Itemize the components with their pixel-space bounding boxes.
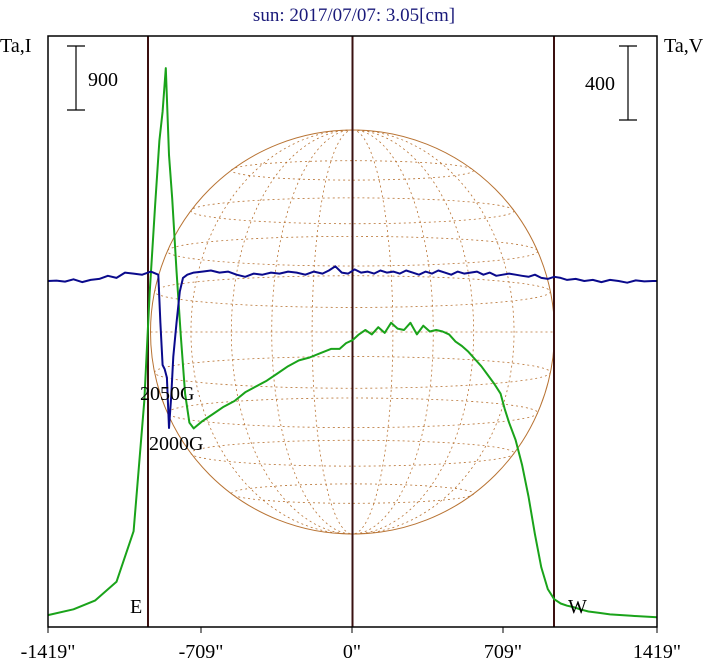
series-line-ta-v [47,265,657,429]
right-axis-label: Ta,V [664,35,704,57]
left-axis-label: Ta,I [0,35,32,57]
title: sun: 2017/07/07: 3.05[cm] [252,5,456,26]
x-tick-label: 0" [343,641,361,662]
x-axis-ticks [47,627,658,633]
west-label: W [568,596,587,618]
longitude-line [311,129,353,535]
annotation-2000g: 2000G [149,433,203,455]
x-tick-label: -709" [179,641,224,662]
right-scale-value: 400 [585,73,615,95]
annotation-2050g: 2050G [140,383,194,405]
latitude-line [230,160,475,181]
latitude-line [190,439,515,467]
longitude-line [271,129,353,535]
chart-text: -1419" -709" 0" 709" 1419" 900 400 E W 2050G 2000G [21,69,682,662]
series-line-ta-i [47,67,658,619]
left-scale-value: 900 [88,69,118,91]
longitude-line [352,129,515,535]
x-tick-label: 1419" [633,641,681,662]
scale-bars [67,45,637,121]
x-tick-label: 709" [484,641,522,662]
series-lines [47,67,658,619]
latitude-line [190,197,515,225]
east-label: E [130,596,142,618]
longitude-line [352,129,434,535]
longitude-line [190,129,353,535]
latitude-line [230,483,475,504]
x-tick-label: -1419" [21,641,76,662]
limb-markers [147,36,555,627]
longitude-line [352,129,394,535]
